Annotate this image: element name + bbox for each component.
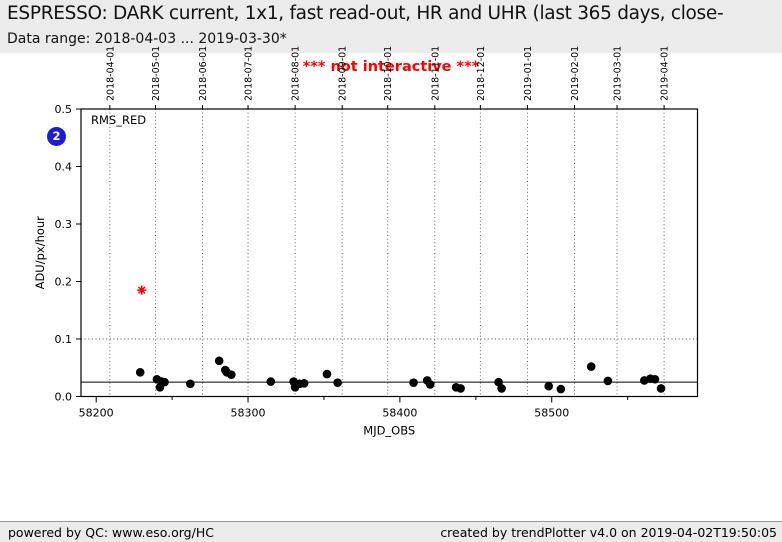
panel-number-badge[interactable]: 2 xyxy=(47,127,66,146)
top-axis-date-label: 2018-05-01 xyxy=(151,46,162,101)
footer-qc-link[interactable]: powered by QC: www.eso.org/HC xyxy=(8,525,214,540)
outlier-asterisk-marker xyxy=(137,286,146,294)
plot-border xyxy=(80,108,699,398)
data-point xyxy=(456,384,465,393)
x-tick-label: 58400 xyxy=(382,407,417,420)
top-axis-date-label: 2018-04-01 xyxy=(105,46,116,101)
data-point xyxy=(409,378,418,388)
data-point xyxy=(333,378,342,388)
top-axis-date-label: 2018-11-01 xyxy=(430,46,441,101)
y-tick-label: 0.4 xyxy=(55,161,73,174)
data-point xyxy=(425,380,435,389)
x-tick-label: 58200 xyxy=(79,407,114,420)
top-axis-date-label: 2018-06-01 xyxy=(198,46,209,101)
data-point xyxy=(544,381,553,391)
data-point xyxy=(186,379,195,389)
y-tick-label: 0.2 xyxy=(55,276,73,289)
x-tick-label: 58500 xyxy=(534,407,569,420)
data-point xyxy=(556,384,566,394)
top-axis-date-label: 2019-04-01 xyxy=(660,46,671,101)
y-axis-label: ADU/px/hour xyxy=(33,216,47,290)
top-axis-date-label: 2018-07-01 xyxy=(244,46,255,101)
data-point xyxy=(299,378,309,388)
x-axis-label: MJD_OBS xyxy=(363,424,415,438)
scatter-chart: 2018-04-01 2018-05-01 2018-06-01 2018-07-01… xyxy=(33,46,699,438)
top-axis-date-label: 2019-01-01 xyxy=(523,46,534,101)
y-tick-label: 0.1 xyxy=(55,333,73,346)
not-interactive-note: *** not interactive *** xyxy=(302,59,480,75)
top-axis-date-label: 2018-09-01 xyxy=(338,46,349,101)
top-axis-date-label: 2018-12-01 xyxy=(476,46,487,101)
data-point xyxy=(160,377,169,387)
y-tick-label: 0.5 xyxy=(55,103,73,116)
data-range-label: Data range: 2018-04-03 ... 2019-03-30* xyxy=(7,31,287,47)
top-axis-date-label: 2019-02-01 xyxy=(570,46,581,101)
data-point xyxy=(322,369,332,379)
series-name-label: RMS_RED xyxy=(91,113,146,127)
x-tick-label: 58300 xyxy=(231,407,266,420)
top-axis-date-label: 2018-08-01 xyxy=(291,46,302,101)
data-point xyxy=(266,377,276,386)
report-header: ESPRESSO: DARK current, 1x1, fast read-o… xyxy=(0,0,782,53)
footer-created-by: created by trendPlotter v4.0 on 2019-04-… xyxy=(440,525,777,540)
data-point xyxy=(227,370,236,379)
data-point xyxy=(214,356,224,366)
top-axis-date-label: 2019-03-01 xyxy=(613,46,624,101)
y-tick-label: 0.0 xyxy=(55,391,73,404)
data-point xyxy=(656,384,666,393)
data-point xyxy=(603,376,613,386)
top-axis-date-label: 2018-10-01 xyxy=(383,46,394,101)
data-point xyxy=(586,362,596,371)
page-title: ESPRESSO: DARK current, 1x1, fast read-o… xyxy=(7,3,724,24)
data-point xyxy=(650,374,660,384)
data-point xyxy=(135,368,145,377)
footer-bar: powered by QC: www.eso.org/HC created by… xyxy=(0,521,782,542)
data-point xyxy=(497,384,506,393)
y-tick-label: 0.3 xyxy=(55,218,73,231)
